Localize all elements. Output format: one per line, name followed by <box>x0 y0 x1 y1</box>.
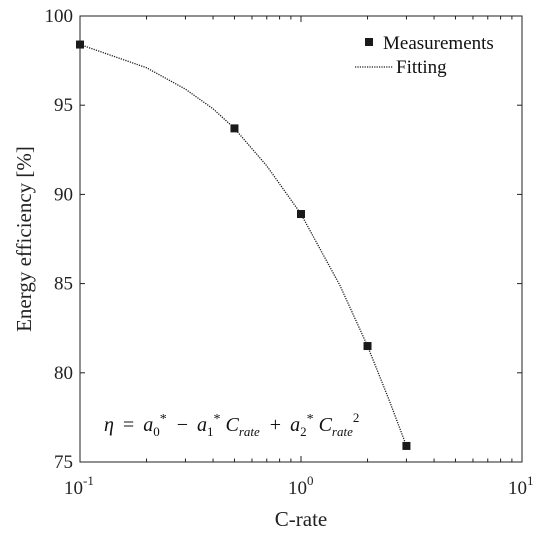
x-axis-label: C-rate <box>275 507 327 531</box>
fit-equation: η = a0* − a1* Crate + a2* Crate2 <box>104 406 359 441</box>
y-tick-label: 90 <box>54 184 73 205</box>
y-tick-labels: 75 80 85 90 95 100 <box>45 6 74 473</box>
measurement-point <box>402 441 411 450</box>
y-tick-label: 100 <box>45 6 74 27</box>
measurement-point <box>363 342 372 351</box>
tick-marks <box>79 15 522 463</box>
plot-area <box>79 15 523 463</box>
y-tick-label: 80 <box>54 363 73 384</box>
x-tick-label: 10-1 <box>64 473 94 499</box>
y-tick-label: 95 <box>54 95 73 116</box>
x-tick-label: 101 <box>508 473 534 499</box>
series-layer <box>76 40 411 450</box>
legend-marker-measurements <box>365 38 373 46</box>
x-tick-labels: 10-1 100 101 <box>64 473 534 499</box>
measurement-point <box>76 40 84 49</box>
measurement-point <box>297 210 305 219</box>
measurement-point <box>230 124 239 133</box>
legend: Measurements Fitting <box>355 33 494 78</box>
y-tick-label: 85 <box>54 274 73 295</box>
y-tick-label: 75 <box>54 452 73 473</box>
x-tick-label: 100 <box>288 473 314 499</box>
legend-label-measurements: Measurements <box>383 33 494 54</box>
legend-label-fitting: Fitting <box>396 57 447 78</box>
y-axis-label: Energy efficiency [%] <box>12 146 36 332</box>
